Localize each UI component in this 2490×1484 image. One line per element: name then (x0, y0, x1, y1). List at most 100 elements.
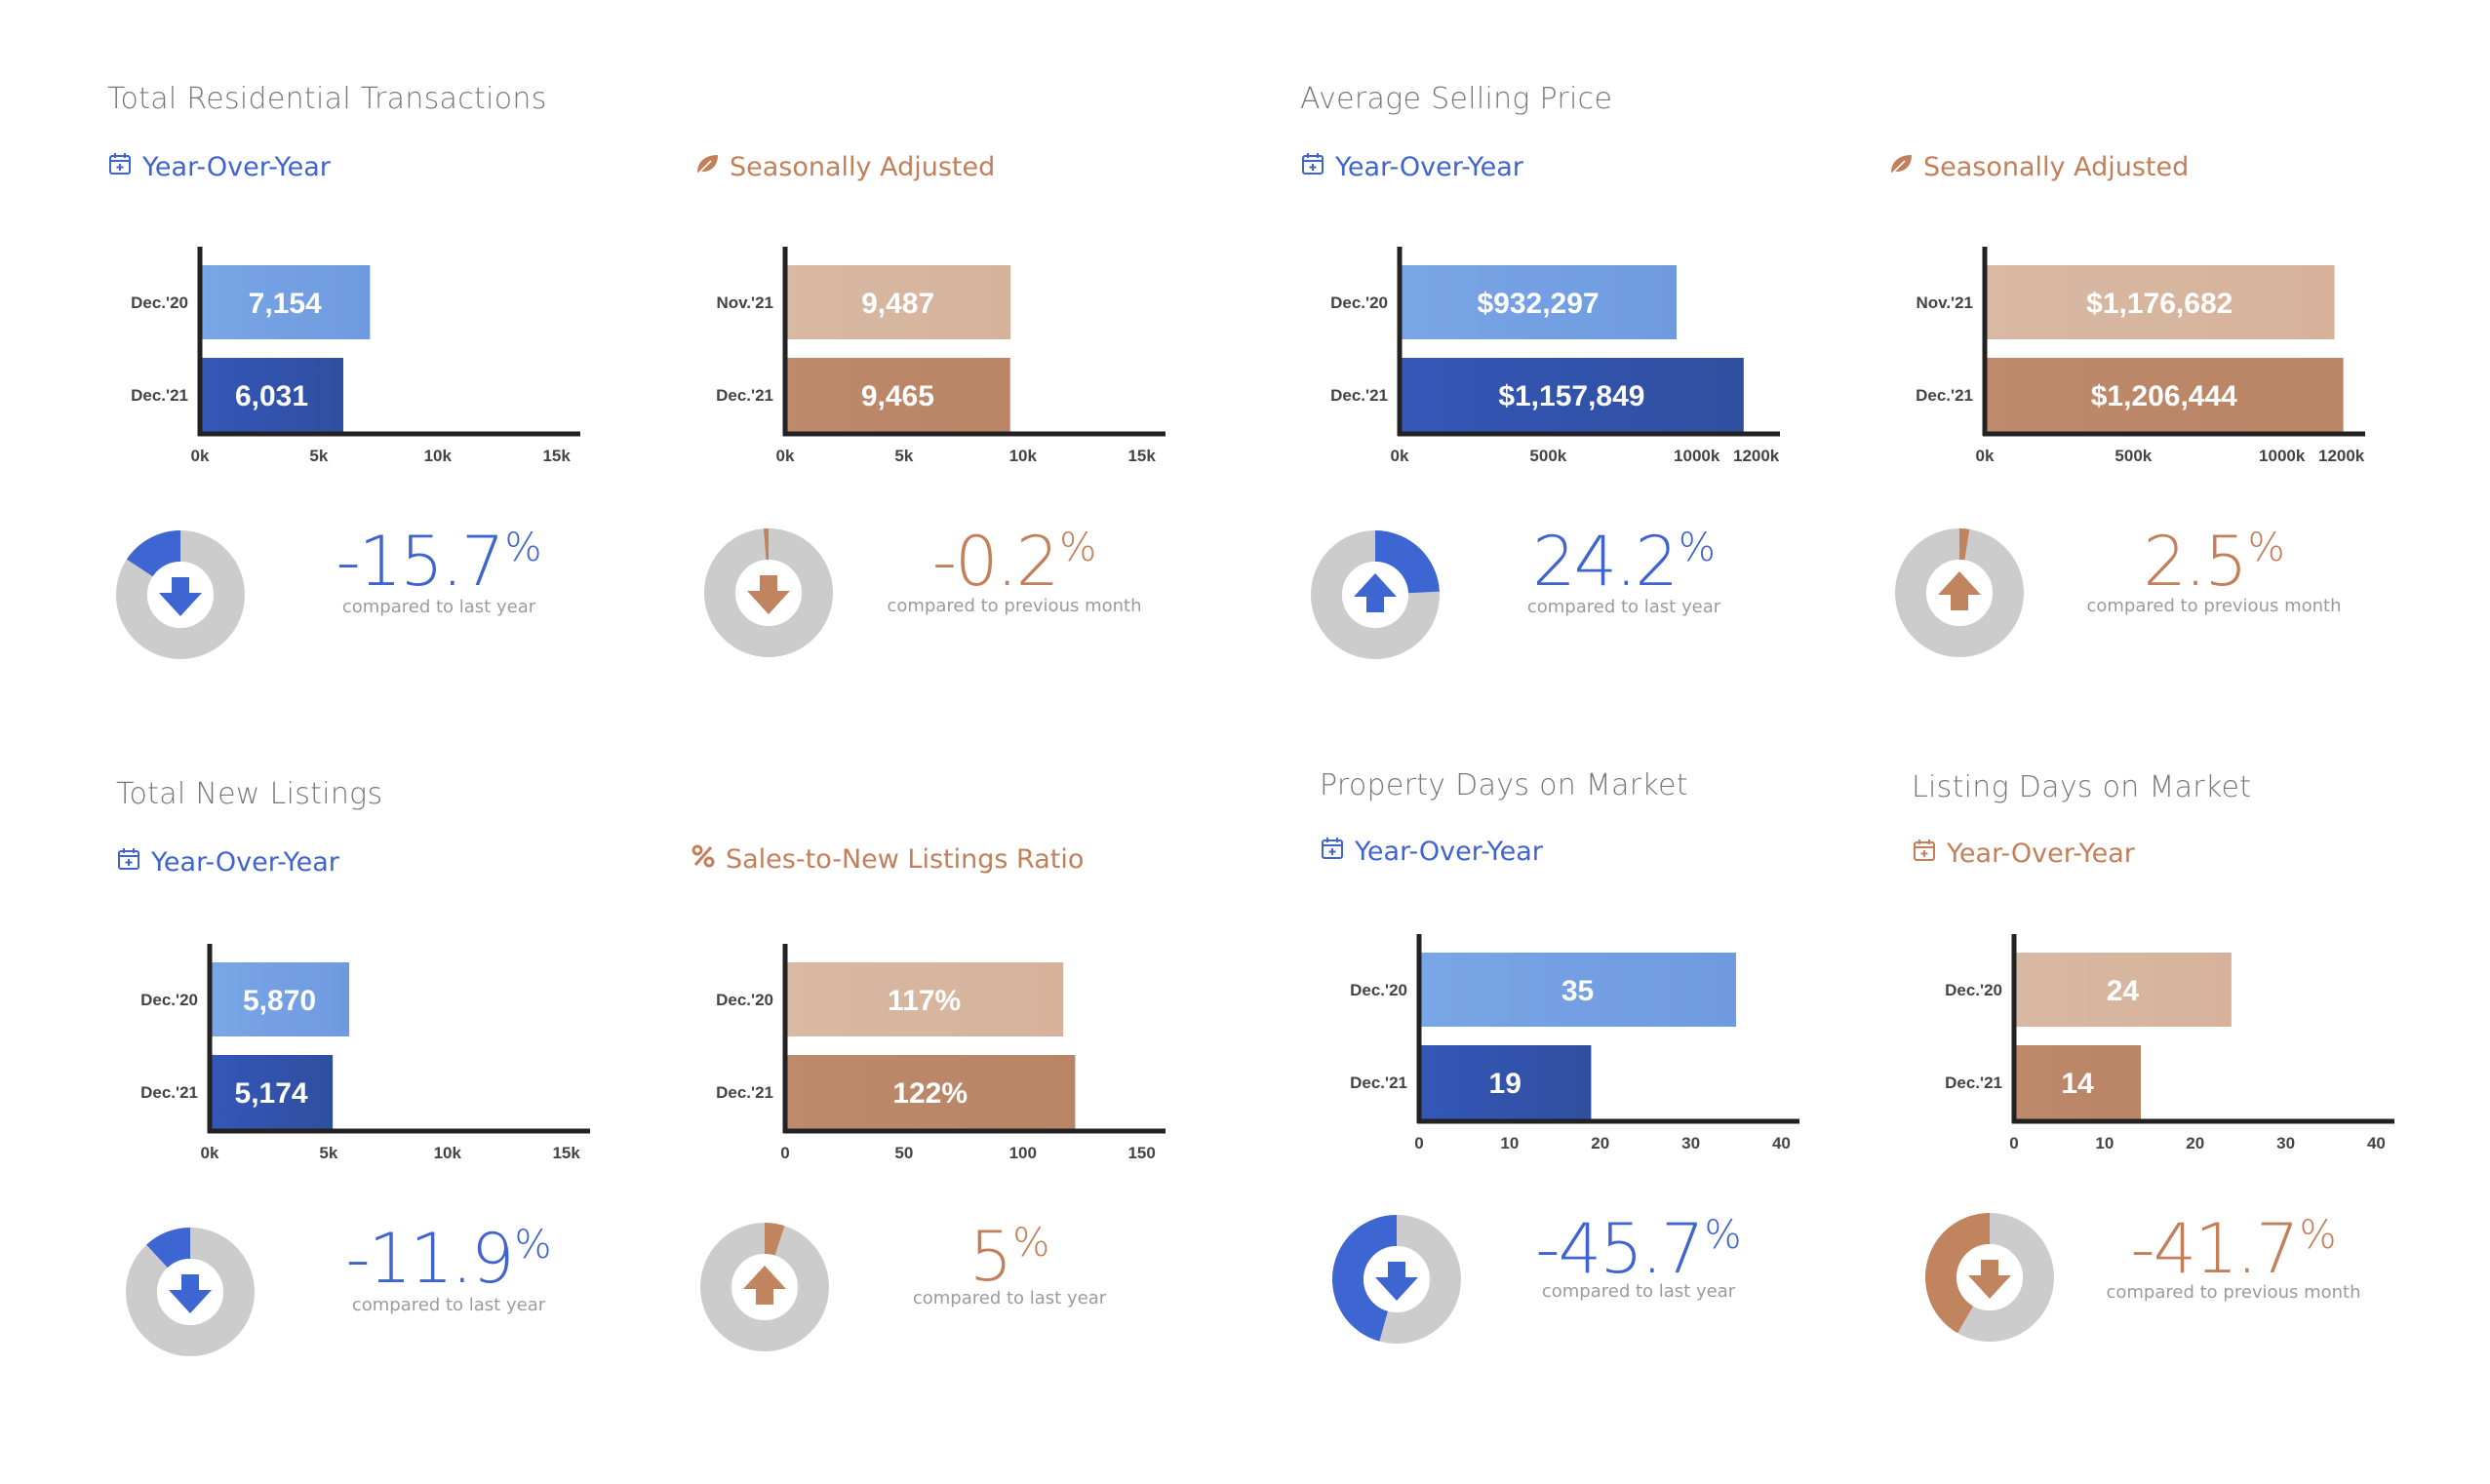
bar-value-label: 5,870 (243, 985, 316, 1017)
panel-2-title: Average Selling Price (1300, 82, 1613, 116)
category-label: Dec.'21 (1945, 1074, 2002, 1092)
panel-4-percent: -11.9% (317, 1219, 580, 1299)
bar-value-label: 24 (2107, 975, 2140, 1007)
panel-4-percent-sign: % (514, 1223, 552, 1268)
bar-value-label: 122% (892, 1077, 968, 1110)
donut-segment (765, 1223, 785, 1256)
bar-value-label: 9,465 (861, 380, 934, 412)
panel-6-percent-value: -45.7 (1535, 1209, 1704, 1289)
panel-2-percent: 24.2% (1492, 522, 1756, 602)
bar-1 (200, 358, 344, 432)
panel-6-bar-chart: 35 Dec.'20 19 Dec.'21 0 10 20 30 40 (1350, 934, 1799, 1152)
panel-1-percent-sign: % (1059, 526, 1097, 570)
panel-2-subtitle: Year-Over-Year (1300, 151, 1523, 183)
panel-4-caption: compared to last year (351, 1295, 546, 1315)
category-label: Dec.'20 (1350, 981, 1407, 999)
bar-value-label: $1,157,849 (1498, 380, 1644, 412)
percent-icon (691, 843, 716, 876)
bar-value-label: 14 (2061, 1068, 2094, 1100)
tick-label: 20 (1591, 1134, 1609, 1152)
panel-4-title: Total New Listings (116, 777, 383, 811)
calendar-icon (107, 151, 133, 183)
panel-7-percent-sign: % (2299, 1213, 2337, 1258)
panel-6-percent-sign: % (1704, 1213, 1742, 1258)
panel-7-title: Listing Days on Market (1912, 770, 2252, 804)
panel-4-subtitle-label: Year-Over-Year (151, 847, 339, 878)
category-label: Dec.'21 (716, 386, 773, 405)
tick-label: 1000k (2259, 447, 2306, 465)
tick-label: 0k (776, 447, 795, 465)
panel-0-percent-value: -15.7 (336, 522, 504, 602)
bar-0 (210, 962, 350, 1036)
bar-value-label: $1,176,682 (2086, 288, 2233, 320)
donut-segment (126, 530, 180, 577)
bar-1 (785, 1055, 1076, 1129)
donut-segment (1332, 1215, 1397, 1342)
tick-label: 50 (894, 1144, 913, 1162)
tick-label: 1000k (1674, 447, 1720, 465)
panel-1-bar-chart: 9,487 Nov.'21 9,465 Dec.'21 0k 5k 10k 15k (716, 247, 1166, 465)
panel-4-subtitle: Year-Over-Year (116, 846, 339, 879)
category-label: Dec.'21 (131, 386, 188, 405)
category-label: Dec.'20 (1945, 981, 2002, 999)
donut-segment (764, 528, 769, 561)
bar-value-label: 6,031 (235, 380, 308, 412)
tick-label: 150 (1127, 1144, 1155, 1162)
tick-label: 30 (2276, 1134, 2295, 1152)
panel-4-bar-chart: 5,870 Dec.'20 5,174 Dec.'21 0k 5k 10k 15k (140, 944, 590, 1162)
tick-label: 5k (894, 447, 913, 465)
arrow-down-icon (747, 575, 790, 614)
panel-6-subtitle-label: Year-Over-Year (1355, 837, 1543, 867)
panel-3-subtitle: Seasonally Adjusted (1888, 151, 2189, 183)
panel-6-percent: -45.7% (1507, 1209, 1770, 1289)
leaf-icon (1888, 151, 1914, 183)
arrow-down-icon (1968, 1260, 2011, 1299)
arrow-down-icon (1375, 1262, 1418, 1301)
tick-label: 0 (2009, 1134, 2018, 1152)
category-label: Dec.'20 (140, 991, 198, 1009)
bar-1 (1400, 358, 1744, 432)
bar-value-label: 5,174 (235, 1077, 308, 1110)
tick-label: 10k (434, 1144, 462, 1162)
tick-label: 0 (1414, 1134, 1423, 1152)
tick-label: 0k (201, 1144, 219, 1162)
bar-value-label: 7,154 (249, 288, 322, 320)
tick-label: 0k (1976, 447, 1995, 465)
category-label: Dec.'21 (716, 1083, 773, 1102)
panel-1-subtitle: Seasonally Adjusted (694, 151, 995, 183)
panel-6-subtitle: Year-Over-Year (1320, 836, 1543, 868)
tick-label: 500k (2115, 447, 2152, 465)
bar-0 (200, 265, 371, 339)
bar-0 (2014, 953, 2232, 1027)
panel-6-caption: compared to last year (1541, 1281, 1736, 1302)
bar-value-label: $1,206,444 (2091, 380, 2237, 412)
tick-label: 0k (1391, 447, 1409, 465)
bar-0 (1400, 265, 1678, 339)
panel-5-bar-chart: 117% Dec.'20 122% Dec.'21 0 50 100 150 (716, 944, 1166, 1162)
donut-segment (1925, 1213, 1990, 1334)
panel-7-subtitle: Year-Over-Year (1912, 838, 2135, 870)
panel-5-subtitle-label: Sales-to-New Listings Ratio (726, 844, 1085, 875)
calendar-icon (1912, 838, 1937, 870)
arrow-up-icon (743, 1266, 786, 1305)
panel-1-percent-value: -0.2 (931, 522, 1060, 602)
panel-2-subtitle-label: Year-Over-Year (1335, 152, 1523, 182)
panel-3-caption: compared to previous month (2086, 596, 2342, 616)
panel-3-donut (1895, 528, 2024, 657)
tick-label: 30 (1681, 1134, 1700, 1152)
panel-2-percent-value: 24.2 (1532, 522, 1679, 602)
donut-segment (146, 1228, 190, 1269)
panel-2-bar-chart: $932,297 Dec.'20 $1,157,849 Dec.'21 0k 500k 10… (1330, 247, 1780, 465)
panel-3-percent-value: 2.5 (2143, 522, 2247, 602)
arrow-up-icon (1938, 571, 1981, 610)
bar-value-label: $932,297 (1477, 288, 1599, 320)
panel-2-donut (1311, 530, 1440, 659)
arrow-down-icon (159, 577, 202, 616)
panel-1-caption: compared to previous month (887, 596, 1142, 616)
bar-value-label: 117% (888, 985, 961, 1017)
panel-2-percent-sign: % (1678, 526, 1716, 570)
tick-label: 500k (1529, 447, 1566, 465)
panel-7-bar-chart: 24 Dec.'20 14 Dec.'21 0 10 20 30 40 (1945, 934, 2394, 1152)
bar-0 (1985, 265, 2335, 339)
panel-0-title: Total Residential Transactions (107, 82, 547, 116)
